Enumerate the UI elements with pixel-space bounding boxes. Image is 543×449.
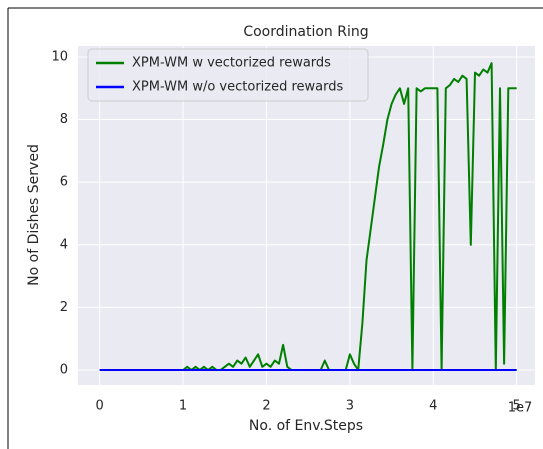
legend-label: XPM-WM w vectorized rewards [132, 56, 331, 71]
x-tick-label: 0 [96, 399, 104, 414]
y-tick-label: 6 [60, 175, 68, 190]
y-tick-label: 0 [60, 362, 68, 377]
chart-title: Coordination Ring [243, 24, 368, 40]
x-axis-label: No. of Env.Steps [249, 418, 363, 434]
x-offset-label: 1e7 [508, 401, 533, 416]
x-tick-label: 3 [346, 399, 354, 414]
x-tick-label: 4 [429, 399, 437, 414]
y-axis-label: No of Dishes Served [26, 144, 42, 286]
y-tick-label: 8 [60, 112, 68, 127]
x-tick-label: 5 [513, 399, 521, 414]
plot-area [78, 46, 535, 385]
legend-box [87, 48, 369, 102]
y-tick-label: 2 [60, 300, 68, 315]
legend-label: XPM-WM w/o vectorized rewards [132, 80, 344, 95]
y-tick-label: 4 [60, 237, 68, 252]
x-tick-label: 1 [179, 399, 187, 414]
x-tick-label: 2 [262, 399, 270, 414]
y-tick-label: 10 [51, 49, 68, 64]
